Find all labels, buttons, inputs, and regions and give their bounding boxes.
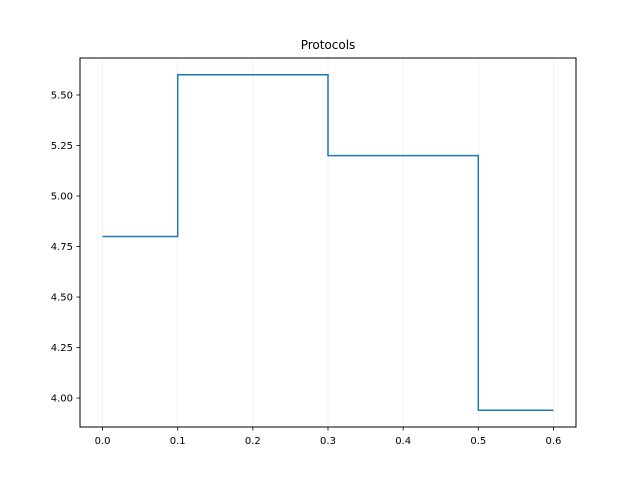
y-tick-label: 5.00 — [51, 192, 73, 203]
y-tick-label: 4.25 — [51, 343, 73, 354]
y-axis: 4.00 4.25 4.50 4.75 5.00 5.25 5.50 — [51, 90, 80, 405]
y-tick-label: 4.75 — [51, 242, 73, 253]
y-tick-label: 4.00 — [51, 394, 73, 405]
y-tick-label: 5.50 — [51, 90, 73, 101]
x-tick-label: 0.5 — [470, 436, 486, 447]
step-series-line — [102, 74, 554, 411]
x-tick-label: 0.6 — [546, 436, 562, 447]
x-tick-label: 0.2 — [245, 436, 261, 447]
x-tick-label: 0.0 — [95, 436, 111, 447]
series-layer — [102, 74, 554, 411]
x-tick-label: 0.3 — [320, 436, 336, 447]
y-tick-label: 5.25 — [51, 141, 73, 152]
x-axis: 0.0 0.1 0.2 0.3 0.4 0.5 0.6 — [95, 427, 562, 447]
y-tick-label: 4.50 — [51, 293, 73, 304]
x-tick-label: 0.4 — [395, 436, 411, 447]
x-tick-label: 0.1 — [170, 436, 186, 447]
chart-title: Protocols — [301, 38, 356, 52]
